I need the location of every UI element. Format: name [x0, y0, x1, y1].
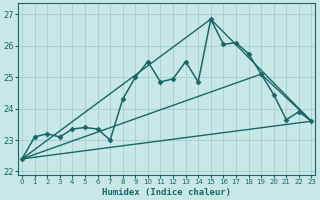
X-axis label: Humidex (Indice chaleur): Humidex (Indice chaleur)	[102, 188, 231, 197]
